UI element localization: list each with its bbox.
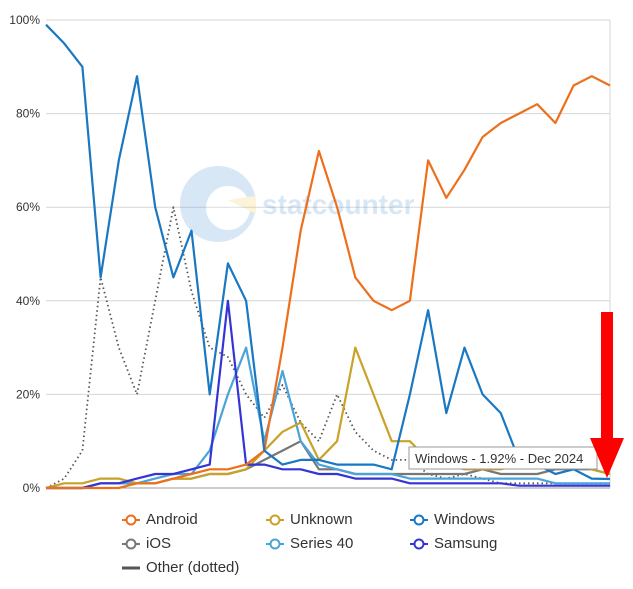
y-tick-label: 100% — [9, 13, 40, 27]
tooltip-text: Windows - 1.92% - Dec 2024 — [415, 451, 583, 466]
tooltip-box — [408, 446, 598, 470]
y-tick-label: 20% — [16, 387, 40, 401]
legend-item-windows[interactable]: Windows — [410, 511, 495, 528]
legend-circle-icon — [122, 514, 140, 525]
tooltip: Windows - 1.92% - Dec 2024 — [408, 446, 598, 470]
series-line-android — [46, 75, 611, 490]
legend-item-samsung[interactable]: Samsung — [410, 535, 497, 552]
legend-label: Android — [146, 511, 198, 528]
legend-item-android[interactable]: Android — [122, 511, 198, 528]
legend-label: iOS — [146, 535, 172, 552]
legend-line-icon — [122, 566, 140, 569]
legend-label: Series 40 — [290, 535, 354, 552]
legend-circle-icon — [410, 538, 428, 549]
line-chart: 0% 20% 40% 60% 80% 100% statcounter Windows -… — [9, 13, 624, 495]
legend-item-series-40[interactable]: Series 40 — [266, 535, 353, 552]
watermark-logo-icon — [180, 166, 256, 242]
series-line-samsung — [46, 299, 610, 490]
legend-label: Samsung — [434, 535, 498, 552]
legend-circle-icon — [122, 538, 140, 549]
watermark-logo-inner-icon — [206, 186, 250, 230]
y-tick-labels: 0% 20% 40% 60% 80% 100% — [9, 13, 40, 495]
legend-item-unknown[interactable]: Unknown — [266, 511, 353, 528]
y-tick-label: 80% — [16, 107, 40, 121]
legend-label: Windows — [434, 511, 495, 528]
legend-item-ios[interactable]: iOS — [122, 535, 171, 552]
y-tick-label: 0% — [23, 481, 41, 495]
red-down-arrow-icon — [590, 312, 624, 478]
y-tick-label: 40% — [16, 294, 40, 308]
watermark-logo-accent-icon — [228, 196, 256, 214]
legend-item-other-dotted[interactable]: Other (dotted) — [122, 559, 239, 576]
legend-circle-icon — [410, 514, 428, 525]
legend: Android Unknown Windows iOS Series 40 Samsung… — [0, 505, 633, 589]
series-line-other-dotted — [45, 206, 610, 489]
statcounter-watermark: statcounter — [180, 166, 415, 242]
legend-label: Other (dotted) — [146, 559, 240, 576]
legend-label: Unknown — [290, 511, 353, 528]
grid-lines — [46, 19, 611, 489]
series-line-windows — [45, 23, 611, 481]
series-lines — [45, 23, 611, 490]
legend-circle-icon — [266, 538, 284, 549]
y-tick-label: 60% — [16, 200, 40, 214]
legend-circle-icon — [266, 514, 284, 525]
